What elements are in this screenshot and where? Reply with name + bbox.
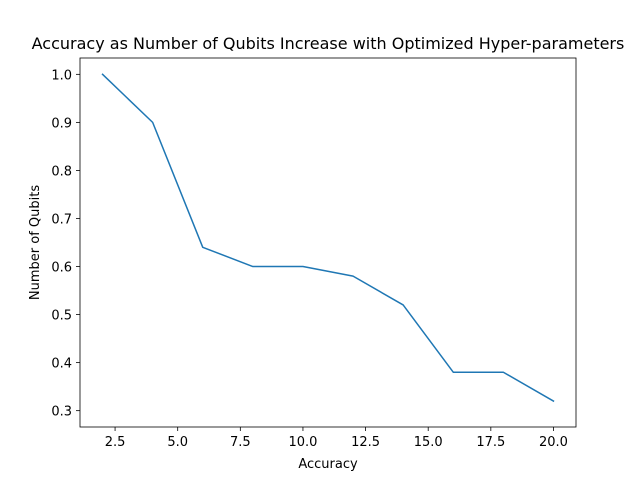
x-tick-label: 5.0 xyxy=(167,435,188,450)
x-tick-label: 20.0 xyxy=(539,435,568,450)
plot-area xyxy=(80,58,576,427)
y-tick-label: 0.4 xyxy=(51,357,72,372)
x-tick-label: 12.5 xyxy=(351,435,380,450)
x-axis-label: Accuracy xyxy=(298,457,358,472)
x-tick-label: 7.5 xyxy=(230,435,251,450)
plot-frame xyxy=(79,57,577,428)
y-axis: 0.3 0.4 0.5 0.6 0.7 0.8 0.9 1.0 xyxy=(51,68,80,420)
series-line xyxy=(101,73,555,403)
series-layer xyxy=(101,73,555,403)
x-tick-label: 15.0 xyxy=(414,435,443,450)
y-tick-label: 0.6 xyxy=(51,261,72,276)
y-tick-label: 0.5 xyxy=(51,309,72,324)
y-tick-label: 0.3 xyxy=(51,405,72,420)
y-tick-label: 0.9 xyxy=(51,116,72,131)
x-tick-label: 10.0 xyxy=(288,435,317,450)
y-tick-label: 1.0 xyxy=(51,68,72,83)
x-tick-label: 17.5 xyxy=(476,435,505,450)
y-axis-label: Number of Qubits xyxy=(28,185,43,300)
plot-background xyxy=(80,58,576,427)
x-axis: 2.5 5.0 7.5 10.0 12.5 15.0 17.5 20.0 xyxy=(105,427,568,450)
y-tick-label: 0.7 xyxy=(51,212,72,227)
chart-title: Accuracy as Number of Qubits Increase wi… xyxy=(32,34,625,53)
y-tick-label: 0.8 xyxy=(51,164,72,179)
x-tick-label: 2.5 xyxy=(105,435,126,450)
